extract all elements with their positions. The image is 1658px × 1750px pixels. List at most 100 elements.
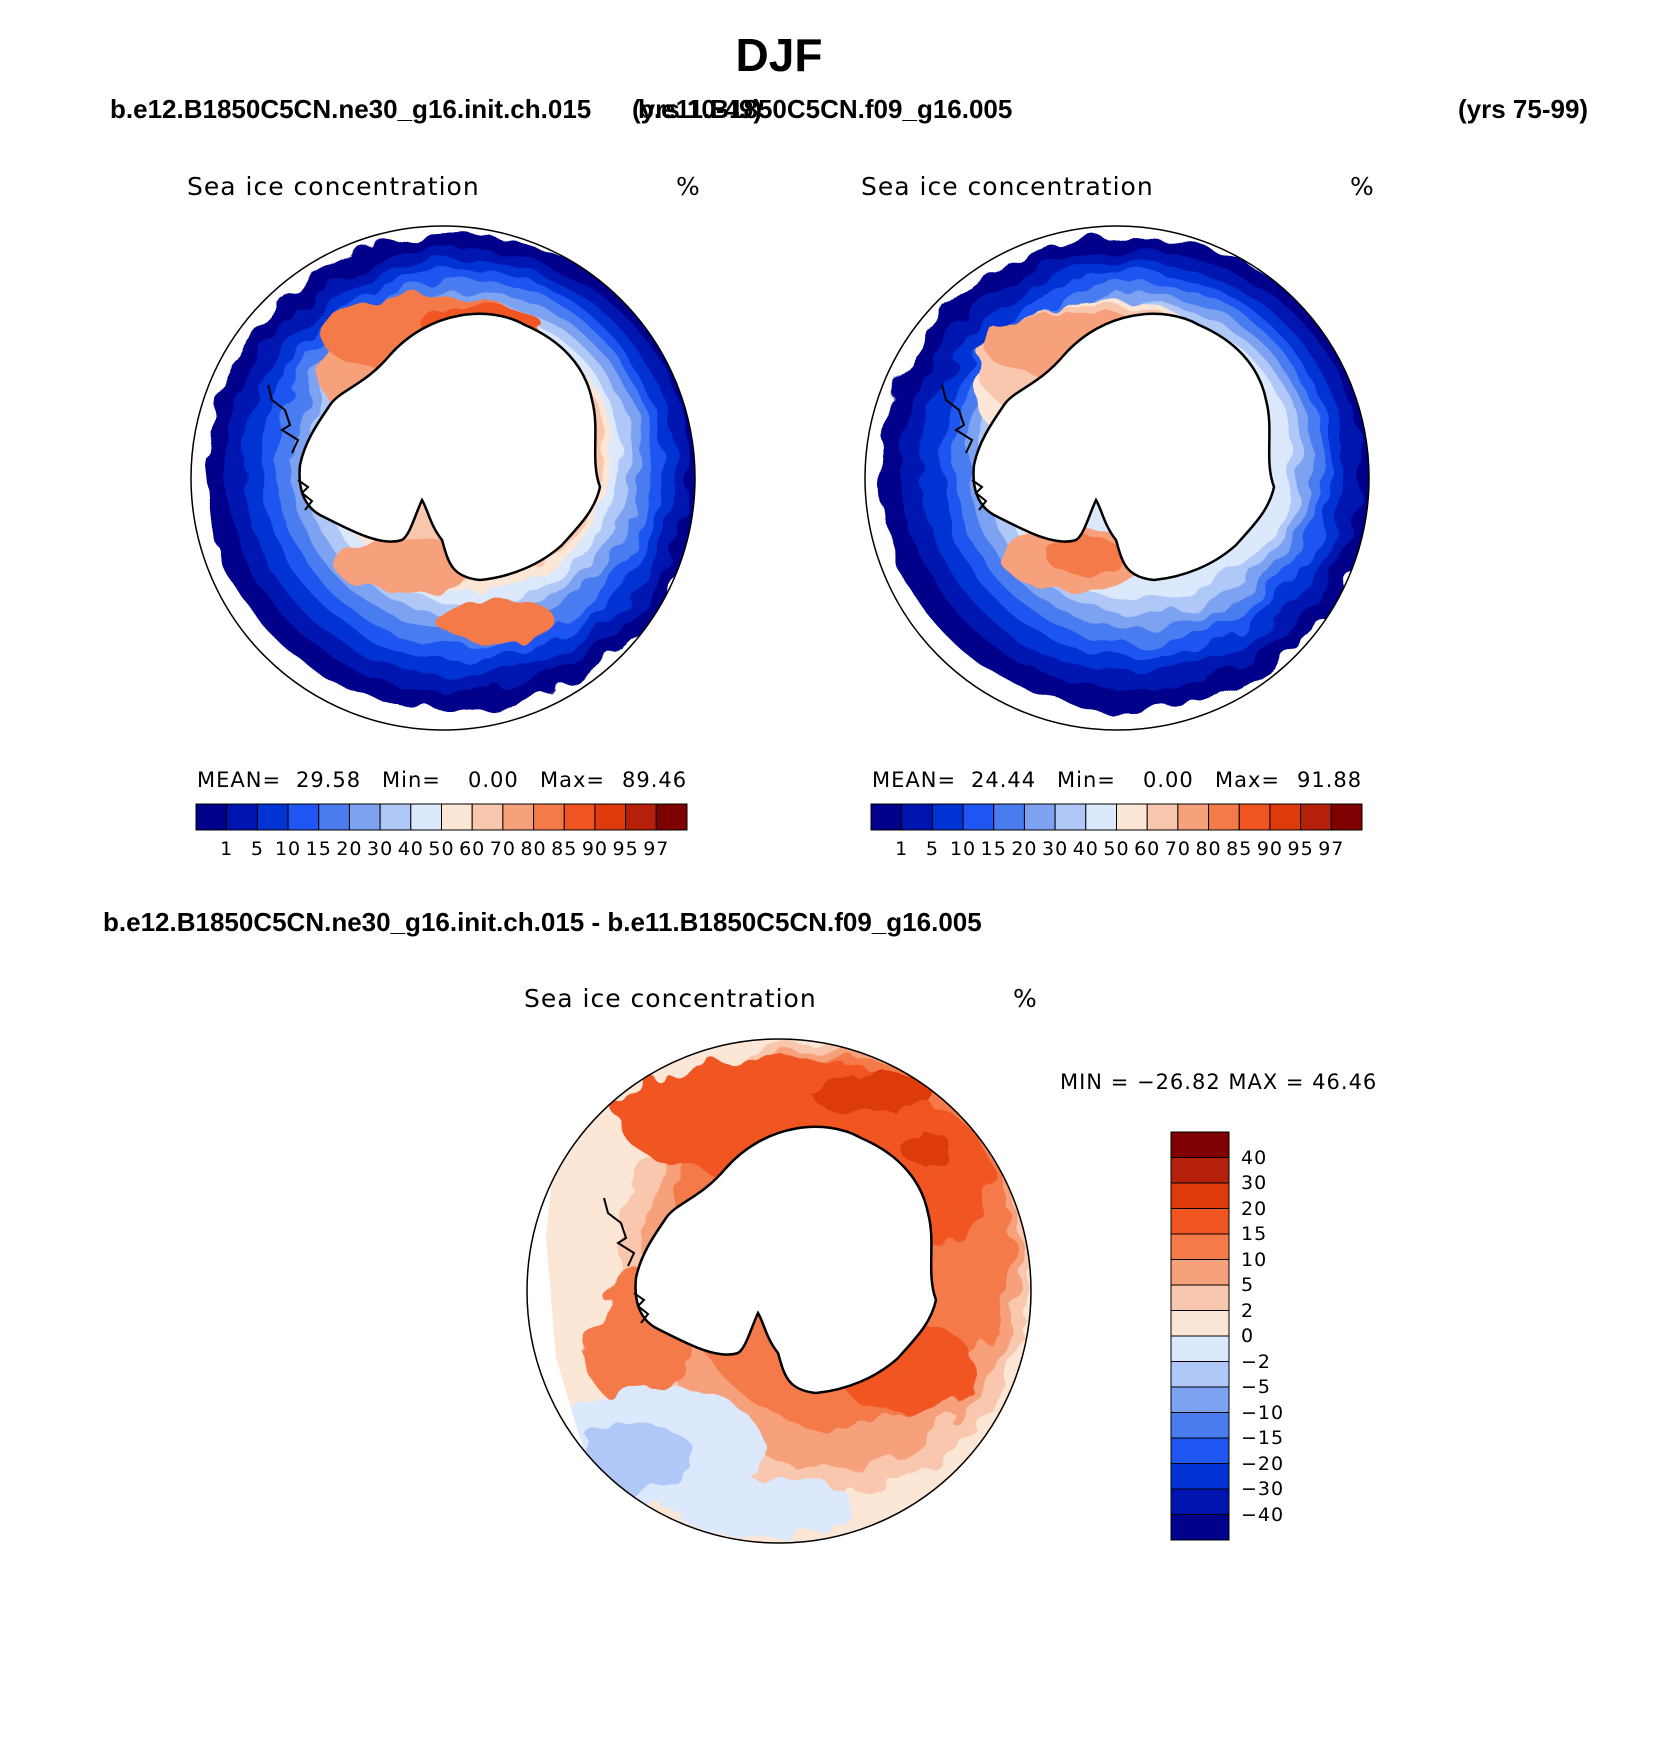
case2-years: (yrs 75-99) bbox=[1458, 94, 1589, 124]
panel2-colorbar-swatch-3 bbox=[962, 803, 995, 831]
case1-name: b.e12.B1850C5CN.ne30_g16.init.ch.015 bbox=[110, 94, 592, 124]
panel2-map bbox=[864, 225, 1370, 731]
diff-units: % bbox=[1013, 984, 1038, 1013]
diff-colorbar-swatch-10 bbox=[1170, 1386, 1230, 1413]
panel1-colorbar-tick-label: 20 bbox=[336, 838, 363, 860]
panel2-colorbar-swatch-15 bbox=[1330, 803, 1363, 831]
diff-colorbar-tick-label: −20 bbox=[1241, 1452, 1285, 1475]
panel1-colorbar bbox=[195, 803, 688, 831]
diff-colorbar-swatch-15 bbox=[1170, 1514, 1230, 1541]
panel2-colorbar-tick-label: 90 bbox=[1256, 838, 1284, 860]
panel1-map bbox=[190, 225, 696, 731]
panel2-colorbar-tick-label: 15 bbox=[980, 838, 1007, 860]
panel2-colorbar-tick-label: 40 bbox=[1072, 838, 1099, 860]
panel1-colorbar-tick-label: 70 bbox=[489, 838, 516, 860]
panel2-colorbar-tick-label: 95 bbox=[1287, 838, 1314, 860]
panel1-colorbar-tick-label: 97 bbox=[643, 838, 670, 860]
diff-map bbox=[526, 1038, 1032, 1544]
panel1-colorbar-swatch-14 bbox=[625, 803, 657, 831]
diff-colorbar-swatch-5 bbox=[1170, 1259, 1230, 1286]
diff-colorbar-tick-label: −10 bbox=[1241, 1401, 1285, 1424]
panel2-colorbar bbox=[870, 803, 1363, 831]
panel1-colorbar-tick-label: 30 bbox=[367, 838, 394, 860]
panel2-colorbar-swatch-10 bbox=[1177, 803, 1210, 831]
panel1-colorbar-swatch-11 bbox=[533, 803, 565, 831]
panel2-colorbar-tick-label: 50 bbox=[1103, 838, 1130, 860]
panel2-colorbar-tick-label: 80 bbox=[1195, 838, 1222, 860]
panel2-colorbar-tick-label: 85 bbox=[1226, 838, 1253, 860]
panel1-max-label: Max= bbox=[540, 768, 606, 792]
panel2-max-label: Max= bbox=[1215, 768, 1281, 792]
panel2-colorbar-swatch-9 bbox=[1146, 803, 1179, 831]
panel1-colorbar-swatch-3 bbox=[287, 803, 320, 831]
diff-colorbar-tick-label: −40 bbox=[1241, 1503, 1285, 1526]
panel1-min-value: 0.00 bbox=[468, 768, 519, 792]
panel2-units: % bbox=[1350, 172, 1375, 201]
panel1-min-label: Min= bbox=[382, 768, 441, 792]
diff-colorbar-swatch-11 bbox=[1170, 1412, 1230, 1439]
case2-name: b.e11.B1850C5CN.f09_g16.005 bbox=[638, 94, 1013, 124]
panel2-colorbar-tick-label: 1 bbox=[895, 838, 909, 860]
panel2-mean-label: MEAN= bbox=[872, 768, 957, 792]
panel2-variable: Sea ice concentration bbox=[861, 172, 1154, 201]
diff-colorbar-swatch-12 bbox=[1170, 1437, 1230, 1464]
panel2-min-value: 0.00 bbox=[1143, 768, 1194, 792]
panel1-colorbar-tick-label: 85 bbox=[551, 838, 578, 860]
panel1-colorbar-tick-label: 50 bbox=[428, 838, 455, 860]
diff-colorbar-tick-label: 0 bbox=[1241, 1325, 1255, 1347]
panel1-variable: Sea ice concentration bbox=[187, 172, 480, 201]
diff-colorbar-swatch-13 bbox=[1170, 1463, 1230, 1490]
panel1-colorbar-swatch-8 bbox=[441, 803, 473, 831]
panel1-units: % bbox=[676, 172, 701, 201]
panel1-colorbar-swatch-4 bbox=[318, 803, 350, 831]
diff-colorbar-tick-label: −30 bbox=[1241, 1478, 1285, 1500]
panel1-colorbar-swatch-10 bbox=[502, 803, 535, 831]
diff-minmax: MIN = −26.82 MAX = 46.46 bbox=[1060, 1070, 1378, 1094]
panel1-colorbar-swatch-0 bbox=[195, 803, 228, 831]
diff-colorbar-tick-label: 15 bbox=[1241, 1223, 1268, 1245]
panel2-colorbar-tick-label: 5 bbox=[925, 838, 939, 860]
panel2-colorbar-swatch-1 bbox=[901, 803, 933, 831]
diff-colorbar-tick-label: −5 bbox=[1241, 1376, 1272, 1398]
panel1-colorbar-swatch-5 bbox=[348, 803, 381, 831]
diff-colorbar-swatch-1 bbox=[1170, 1157, 1230, 1184]
diff-colorbar-swatch-2 bbox=[1170, 1182, 1230, 1209]
panel1-colorbar-swatch-9 bbox=[471, 803, 504, 831]
panel1-colorbar-tick-label: 60 bbox=[459, 838, 486, 860]
panel2-colorbar-swatch-11 bbox=[1208, 803, 1240, 831]
panel1-colorbar-swatch-1 bbox=[226, 803, 258, 831]
diff-colorbar-swatch-9 bbox=[1170, 1361, 1230, 1388]
panel2-max-value: 91.88 bbox=[1297, 768, 1363, 792]
diff-colorbar-swatch-6 bbox=[1170, 1284, 1230, 1311]
panel1-colorbar-swatch-7 bbox=[410, 803, 442, 831]
panel2-colorbar-swatch-8 bbox=[1116, 803, 1148, 831]
panel1-colorbar-swatch-13 bbox=[594, 803, 627, 831]
diff-colorbar-tick-label: 30 bbox=[1241, 1172, 1268, 1194]
panel2-mean-value: 24.44 bbox=[971, 768, 1037, 792]
diff-colorbar-tick-label: 40 bbox=[1241, 1146, 1268, 1169]
figure-title: DJF bbox=[735, 29, 823, 81]
panel2-colorbar-tick-label: 60 bbox=[1134, 838, 1161, 860]
panel2-min-label: Min= bbox=[1057, 768, 1116, 792]
panel1-colorbar-tick-label: 80 bbox=[520, 838, 547, 860]
diff-colorbar-tick-label: 10 bbox=[1241, 1248, 1268, 1271]
panel2-colorbar-swatch-12 bbox=[1238, 803, 1271, 831]
panel1-colorbar-tick-label: 15 bbox=[305, 838, 332, 860]
panel2-colorbar-swatch-14 bbox=[1300, 803, 1332, 831]
diff-variable: Sea ice concentration bbox=[524, 984, 817, 1013]
panel1-colorbar-swatch-6 bbox=[379, 803, 412, 831]
panel1-colorbar-tick-label: 40 bbox=[397, 838, 424, 860]
diff-colorbar-labels: 40 30 20 15 10 5 2 0 −2 −5 −10 −15 −20 −30 −40 bbox=[1241, 1132, 1301, 1540]
diff-colorbar-swatch-4 bbox=[1170, 1233, 1230, 1260]
panel2-colorbar-tick-label: 20 bbox=[1011, 838, 1038, 860]
panel2-colorbar-swatch-2 bbox=[931, 803, 964, 831]
case1-years: (yrs 10-49) bbox=[632, 94, 763, 124]
diff-colorbar-tick-label: 2 bbox=[1241, 1299, 1255, 1322]
panel1-max-value: 89.46 bbox=[622, 768, 688, 792]
panel2-colorbar-tick-label: 30 bbox=[1042, 838, 1069, 860]
diff-colorbar-tick-label: 20 bbox=[1241, 1197, 1268, 1220]
panel2-colorbar-tick-label: 10 bbox=[949, 838, 977, 860]
panel1-mean-label: MEAN= bbox=[197, 768, 282, 792]
panel1-colorbar-tick-label: 10 bbox=[274, 838, 302, 860]
panel1-colorbar-swatch-12 bbox=[563, 803, 596, 831]
